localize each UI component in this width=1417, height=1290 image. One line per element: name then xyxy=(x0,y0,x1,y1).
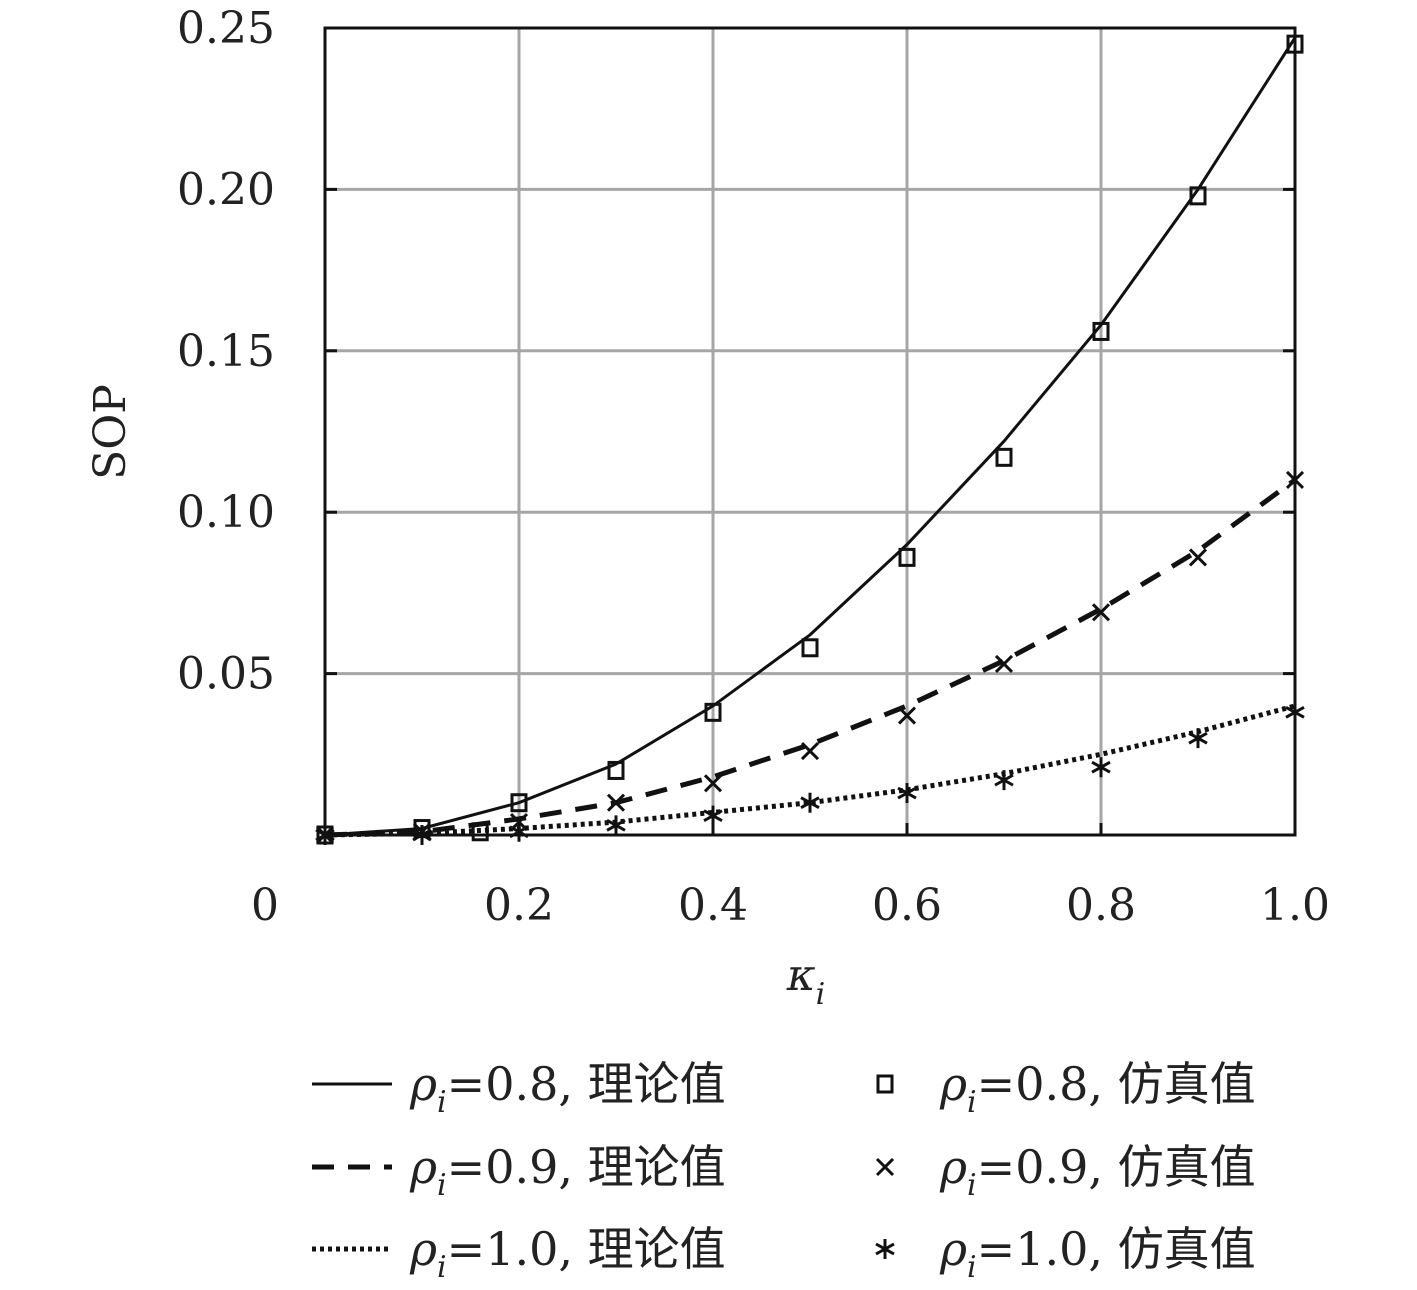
legend-item: ρi=0.8, 理论值 xyxy=(312,1057,726,1120)
origin-tick-label: 0 xyxy=(251,880,279,931)
legend-subscript: i xyxy=(967,1168,977,1203)
legend-text: =0.9, 仿真值 xyxy=(977,1140,1256,1194)
legend-label: ρi=0.9, 仿真值 xyxy=(939,1140,1256,1203)
y-tick-label: 0.05 xyxy=(177,649,275,700)
data-point-x xyxy=(703,774,723,793)
data-point-square xyxy=(1286,34,1304,54)
data-point-asterisk xyxy=(1285,702,1305,723)
grid-lines xyxy=(325,26,1297,835)
data-point-asterisk xyxy=(315,825,335,845)
legend-subscript: i xyxy=(437,1168,447,1203)
legend-subscript: i xyxy=(967,1250,977,1285)
legend-text: =0.8, 理论值 xyxy=(447,1057,726,1111)
data-point-square xyxy=(801,638,819,658)
data-point-x xyxy=(897,706,917,725)
legend-symbol: ρ xyxy=(409,1057,437,1111)
series-0 xyxy=(324,36,1297,837)
series-5 xyxy=(315,702,1305,845)
data-point-asterisk xyxy=(994,770,1014,791)
series-line-solid xyxy=(324,36,1297,837)
data-point-x xyxy=(1188,548,1208,567)
legend-symbol: ρ xyxy=(939,1140,967,1194)
legend-subscript: i xyxy=(437,1085,447,1120)
y-axis-label: SOP xyxy=(85,384,136,480)
data-point-asterisk xyxy=(606,815,626,836)
legend-subscript: i xyxy=(437,1250,447,1285)
x-axis-label: κi xyxy=(786,950,825,1012)
data-point-square xyxy=(898,547,916,567)
y-tick-label: 0.25 xyxy=(177,3,275,54)
legend-label: ρi=1.0, 理论值 xyxy=(409,1222,726,1285)
data-point-asterisk xyxy=(509,821,529,842)
legend-symbol: ρ xyxy=(409,1222,437,1276)
series-line-dashed xyxy=(324,477,1297,838)
data-point-asterisk xyxy=(1188,728,1208,749)
legend-symbol: ρ xyxy=(409,1140,437,1194)
y-tick-label: 0.20 xyxy=(177,164,275,215)
x-tick-label: 0.6 xyxy=(872,880,942,931)
series-3 xyxy=(315,470,1305,845)
data-point-asterisk xyxy=(1091,757,1111,778)
data-point-asterisk xyxy=(703,805,723,826)
x-tick-label: 0.2 xyxy=(484,880,554,931)
series-4 xyxy=(324,703,1296,838)
data-point-x xyxy=(1285,470,1305,489)
legend-swatch-x xyxy=(875,1157,895,1177)
legend-swatch-asterisk xyxy=(875,1239,895,1259)
legend-text: =0.8, 仿真值 xyxy=(977,1057,1256,1111)
data-point-x xyxy=(800,742,820,761)
data-point-square xyxy=(1092,321,1110,341)
x-tick-label: 1.0 xyxy=(1260,880,1330,931)
series-line-dotted xyxy=(324,703,1296,838)
legend-item: ρi=0.9, 理论值 xyxy=(312,1140,726,1203)
legend-item: ρi=0.8, 仿真值 xyxy=(876,1057,1256,1120)
series-1 xyxy=(316,34,1304,845)
data-point-x xyxy=(606,793,626,812)
series-2 xyxy=(324,477,1297,838)
y-tick-label: 0.10 xyxy=(177,487,275,538)
legend-text: =1.0, 仿真值 xyxy=(977,1222,1256,1276)
data-point-asterisk xyxy=(897,783,917,804)
legend-item: ρi=1.0, 理论值 xyxy=(312,1222,726,1285)
x-tick-label: 0.4 xyxy=(678,880,748,931)
legend-label: ρi=1.0, 仿真值 xyxy=(939,1222,1256,1285)
legend-text: =0.9, 理论值 xyxy=(447,1140,726,1194)
data-point-square xyxy=(1189,186,1207,206)
data-point-asterisk xyxy=(800,792,820,813)
data-point-square xyxy=(704,702,722,722)
legend-label: ρi=0.8, 理论值 xyxy=(409,1057,726,1120)
data-point-asterisk xyxy=(412,825,432,845)
legend-label: ρi=0.8, 仿真值 xyxy=(939,1057,1256,1120)
x-axis-label-symbol: κ xyxy=(786,950,816,1001)
data-point-square xyxy=(510,793,528,813)
legend-symbol: ρ xyxy=(939,1222,967,1276)
y-tick-label: 0.15 xyxy=(177,326,275,377)
legend-swatch-square xyxy=(876,1074,894,1094)
data-point-x xyxy=(994,654,1014,673)
legend-symbol: ρ xyxy=(939,1057,967,1111)
series-layer xyxy=(315,34,1305,845)
legend-item: ρi=1.0, 仿真值 xyxy=(875,1222,1256,1285)
data-point-x xyxy=(1091,603,1111,622)
x-axis-label-subscript: i xyxy=(816,977,826,1012)
legend-label: ρi=0.9, 理论值 xyxy=(409,1140,726,1203)
x-tick-label: 0.8 xyxy=(1066,880,1136,931)
data-point-square xyxy=(995,447,1013,467)
tick-labels: 0.2 0.4 0.6 0.8 1.0 0 0.05 0.10 0.15 0.20 0.25 xyxy=(177,3,1330,931)
plot-frame xyxy=(323,26,1297,837)
data-point-square xyxy=(607,760,625,780)
legend-text: =1.0, 理论值 xyxy=(447,1222,726,1276)
legend-subscript: i xyxy=(967,1085,977,1120)
legend-item: ρi=0.9, 仿真值 xyxy=(875,1140,1256,1203)
axis-ticks xyxy=(325,26,1297,835)
